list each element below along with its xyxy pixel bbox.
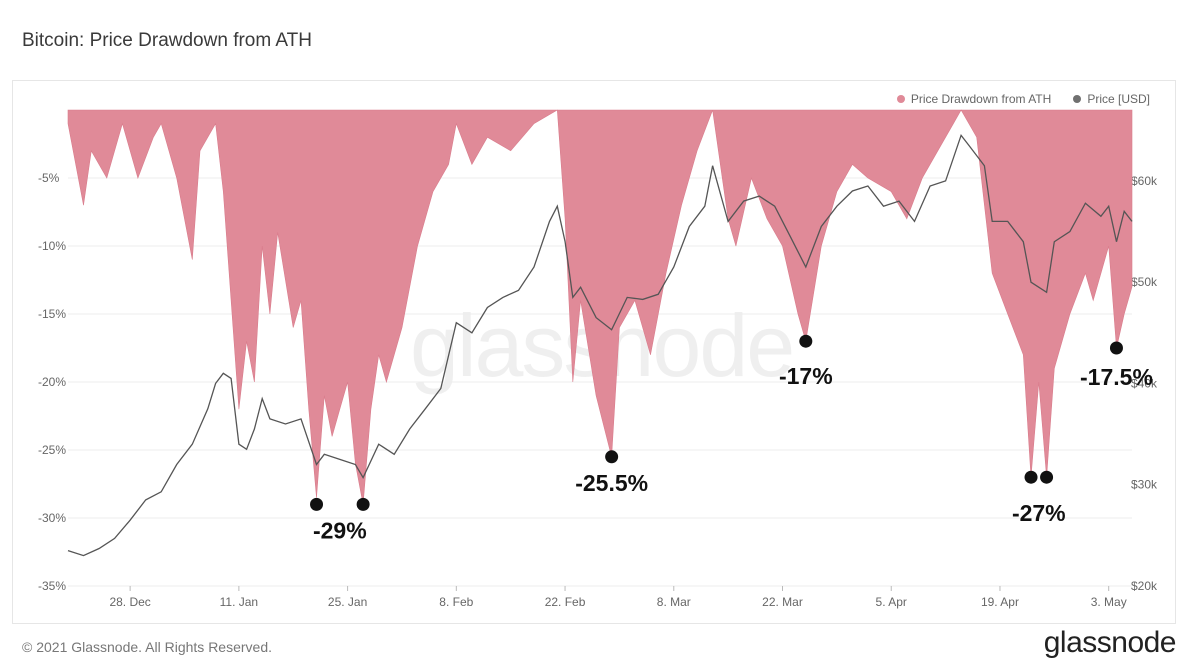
annotation-marker <box>1040 470 1054 484</box>
legend-item-drawdown[interactable]: Price Drawdown from ATH <box>896 92 1052 106</box>
annotation-label: -29% <box>313 517 367 543</box>
chart-title: Bitcoin: Price Drawdown from ATH <box>22 30 313 51</box>
brand-logo: glassnode <box>1043 626 1177 659</box>
y-right-tick-label: $60k <box>1131 174 1158 188</box>
drawdown-area <box>67 109 1133 505</box>
legend-item-price[interactable]: Price [USD] <box>1073 92 1150 106</box>
x-tick-label: 22. Feb <box>545 595 586 609</box>
y-right-tick-label: $30k <box>1131 478 1158 492</box>
x-tick-label: 8. Feb <box>439 595 473 609</box>
chart-legend: Price Drawdown from ATH Price [USD] <box>896 92 1150 106</box>
annotation-label: -27% <box>1012 500 1066 526</box>
annotation-label: -25.5% <box>575 470 648 496</box>
x-tick-label: 22. Mar <box>762 595 803 609</box>
annotation-label: -17.5% <box>1080 364 1153 390</box>
y-right-tick-label: $40k <box>1131 376 1158 390</box>
annotation-marker <box>356 497 370 511</box>
x-tick-label: 5. Apr <box>876 595 907 609</box>
annotation-marker <box>1109 341 1123 355</box>
y-right-tick-label: $50k <box>1131 275 1158 289</box>
legend-price-dot <box>1073 95 1082 103</box>
legend-drawdown-label: Price Drawdown from ATH <box>910 92 1052 106</box>
annotation-label: -17% <box>779 363 833 389</box>
y-left-tick-label: -15% <box>38 307 66 321</box>
x-tick-label: 28. Dec <box>109 595 150 609</box>
y-left-tick-label: -25% <box>38 443 66 457</box>
y-left-tick-label: -5% <box>38 171 60 185</box>
legend-drawdown-dot <box>896 95 905 103</box>
price-line <box>67 133 1133 557</box>
legend-price-label: Price [USD] <box>1087 92 1150 106</box>
annotation-marker <box>1024 470 1038 484</box>
annotation-marker <box>310 497 324 511</box>
y-left-tick-label: -35% <box>38 579 66 593</box>
x-tick-label: 25. Jan <box>328 595 367 609</box>
annotation-marker <box>605 450 619 464</box>
annotation-marker <box>799 334 813 348</box>
x-tick-label: 19. Apr <box>981 595 1019 609</box>
x-tick-label: 8. Mar <box>657 595 691 609</box>
y-right-tick-label: $20k <box>1131 579 1158 593</box>
y-left-tick-label: -10% <box>38 239 66 253</box>
y-left-tick-label: -30% <box>38 511 66 525</box>
copyright-text: © 2021 Glassnode. All Rights Reserved. <box>22 639 273 655</box>
y-left-tick-label: -20% <box>38 375 66 389</box>
x-tick-label: 11. Jan <box>220 595 258 609</box>
x-tick-label: 3. May <box>1091 595 1127 609</box>
